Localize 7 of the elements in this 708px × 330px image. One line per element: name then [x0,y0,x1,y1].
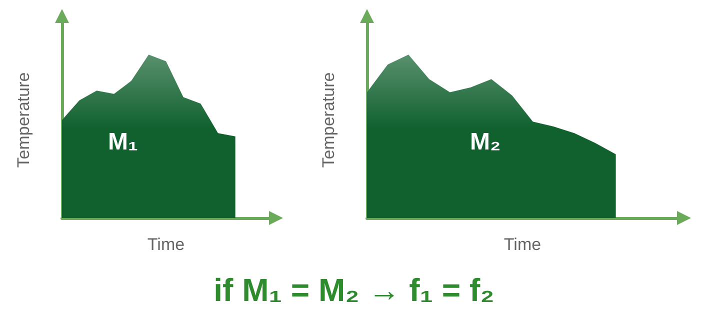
text: if M₁ = M₂ → f₁ = f₂ [212,272,496,309]
y-axis-title: Temperature [14,72,33,168]
x-axis-title: Time [504,235,542,254]
y-axis-title: Temperature [319,72,338,168]
annotation: M₁ [108,128,138,156]
x-axis-title: Time [147,235,185,254]
annotation: M₂ [470,128,501,156]
